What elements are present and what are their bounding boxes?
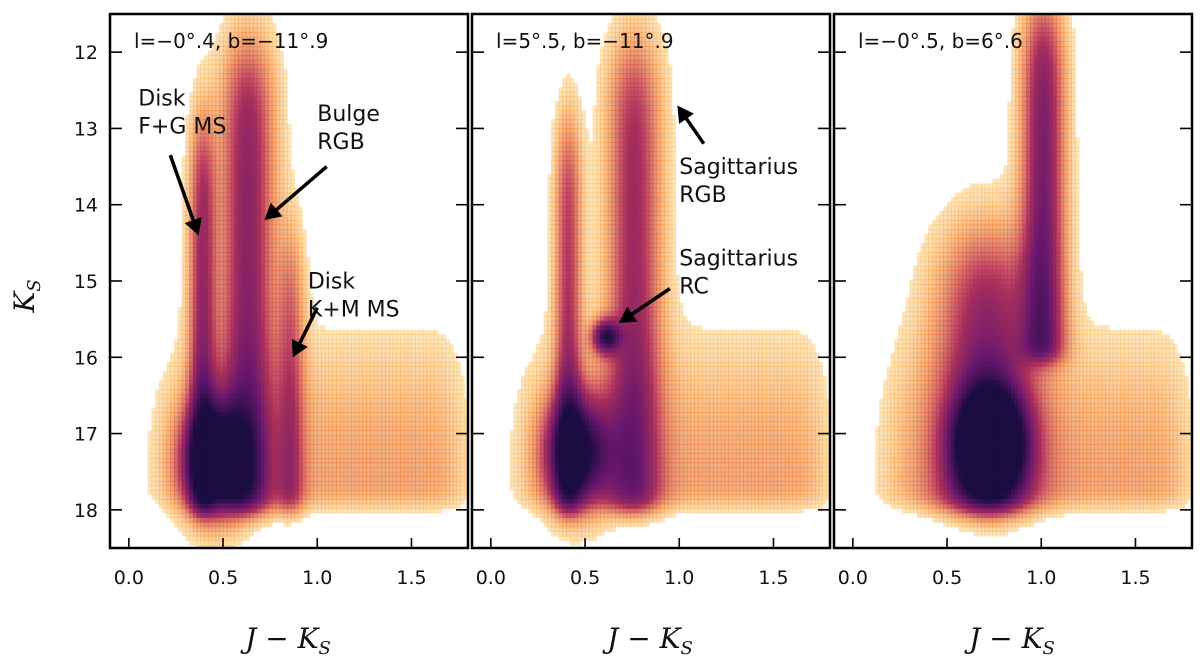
annotation-2-2: Sagittarius RC xyxy=(618,247,798,323)
annotation-arrowhead xyxy=(677,105,694,124)
x-tick-label: 0.0 xyxy=(476,567,506,589)
y-tick-label: 16 xyxy=(74,347,98,369)
annotation-1-3: Disk K+M MS xyxy=(291,270,400,358)
y-tick-label: 13 xyxy=(74,118,98,140)
annotation-arrowhead xyxy=(184,217,202,236)
panel-1: 0.0 0.5 1.0 1.5 12 13 14 15 16 17 18 l=−0°.4, b=−11… xyxy=(74,12,470,589)
annotation-arrowhead xyxy=(618,306,638,323)
density-map-3 xyxy=(875,14,1192,537)
panel-title-3: l=−0°.5, b=6°.6 xyxy=(858,29,1023,53)
y-tick-label: 18 xyxy=(74,500,98,522)
x-tick-label: 0.5 xyxy=(208,567,238,589)
x-tick-label: 1.5 xyxy=(758,567,788,589)
annotation-2-1: Sagittarius RGB xyxy=(677,105,798,208)
annotation-1-2: Bulge RGB xyxy=(264,102,380,220)
y-tick-label: 17 xyxy=(74,424,98,446)
x-axis-label-1: J − KS xyxy=(240,622,331,659)
y-tick-label: 14 xyxy=(74,195,98,217)
panel-title-2: l=5°.5, b=−11°.9 xyxy=(496,29,674,53)
panel-3: 0.0 0.5 1.0 1.5 l=−0°.5, b=6°.6 xyxy=(832,12,1194,589)
annotation-arrowhead xyxy=(264,202,283,220)
x-axis-label-2: J − KS xyxy=(602,622,693,659)
x-tick-label: 0.5 xyxy=(932,567,962,589)
density-map-2 xyxy=(509,14,830,546)
x-tick-label: 0.0 xyxy=(838,567,868,589)
annotation-arrow xyxy=(631,287,671,316)
panels-group: 0.0 0.5 1.0 1.5 12 13 14 15 16 17 18 l=−0°.4, b=−11… xyxy=(74,12,1194,589)
x-tick-label: 1.0 xyxy=(1026,567,1056,589)
y-axis-label-sub: S xyxy=(24,279,45,291)
y-axis-label: KS xyxy=(8,279,45,313)
annotation-1-1: Disk F+G MS xyxy=(138,87,226,236)
x-tick-label: 0.5 xyxy=(570,567,600,589)
x-tick-label: 1.5 xyxy=(1120,567,1150,589)
annotation-arrow xyxy=(298,306,319,344)
y-tick-label: 12 xyxy=(74,42,98,64)
panel-title-1: l=−0°.4, b=−11°.9 xyxy=(134,29,328,53)
density-map-1 xyxy=(147,14,468,548)
panel-2: 0.0 0.5 1.0 1.5 l=5°.5, b=−11°.9 Sagittarius R… xyxy=(470,12,832,589)
x-tick-label: 1.0 xyxy=(302,567,332,589)
y-tick-label: 15 xyxy=(74,271,98,293)
x-tick-label: 0.0 xyxy=(114,567,144,589)
axis-labels-group: KS J − KS J − KS J − KS xyxy=(8,279,1055,659)
x-tick-label: 1.0 xyxy=(664,567,694,589)
annotation-arrow xyxy=(168,154,195,221)
annotation-arrow xyxy=(685,117,706,145)
annotation-arrowhead xyxy=(291,338,308,358)
annotation-arrow xyxy=(275,165,328,211)
x-axis-label-3: J − KS xyxy=(964,622,1055,659)
x-tick-label: 1.5 xyxy=(396,567,426,589)
